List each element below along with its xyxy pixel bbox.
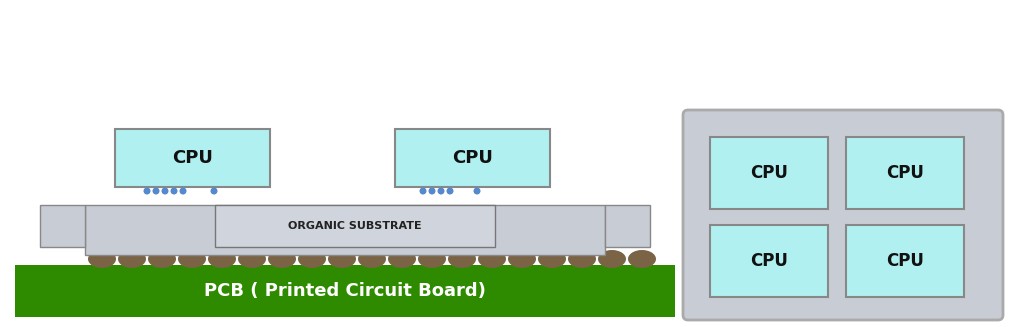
Text: CPU: CPU bbox=[750, 164, 787, 182]
FancyBboxPatch shape bbox=[85, 205, 605, 255]
FancyBboxPatch shape bbox=[15, 265, 675, 317]
FancyBboxPatch shape bbox=[710, 225, 828, 297]
Text: CPU: CPU bbox=[452, 149, 493, 167]
Ellipse shape bbox=[268, 250, 296, 268]
Ellipse shape bbox=[538, 250, 566, 268]
Ellipse shape bbox=[88, 250, 116, 268]
Circle shape bbox=[162, 187, 169, 195]
Ellipse shape bbox=[178, 250, 206, 268]
Ellipse shape bbox=[568, 250, 596, 268]
Circle shape bbox=[420, 187, 427, 195]
FancyBboxPatch shape bbox=[710, 137, 828, 209]
Ellipse shape bbox=[449, 250, 476, 268]
Circle shape bbox=[437, 187, 444, 195]
Ellipse shape bbox=[508, 250, 536, 268]
Text: ORGANIC SUBSTRATE: ORGANIC SUBSTRATE bbox=[288, 221, 422, 231]
FancyBboxPatch shape bbox=[605, 205, 650, 247]
Text: CPU: CPU bbox=[750, 252, 787, 270]
Circle shape bbox=[179, 187, 186, 195]
FancyBboxPatch shape bbox=[395, 129, 550, 187]
Text: CPU: CPU bbox=[172, 149, 213, 167]
Text: PCB ( Printed Circuit Board): PCB ( Printed Circuit Board) bbox=[204, 282, 486, 300]
FancyBboxPatch shape bbox=[846, 137, 964, 209]
Circle shape bbox=[143, 187, 151, 195]
Ellipse shape bbox=[358, 250, 386, 268]
Ellipse shape bbox=[238, 250, 266, 268]
Ellipse shape bbox=[478, 250, 506, 268]
Ellipse shape bbox=[298, 250, 326, 268]
FancyBboxPatch shape bbox=[115, 129, 270, 187]
FancyBboxPatch shape bbox=[40, 205, 85, 247]
FancyBboxPatch shape bbox=[683, 110, 1002, 320]
Ellipse shape bbox=[418, 250, 446, 268]
Ellipse shape bbox=[148, 250, 176, 268]
Circle shape bbox=[446, 187, 454, 195]
Circle shape bbox=[473, 187, 480, 195]
FancyBboxPatch shape bbox=[215, 205, 495, 247]
FancyBboxPatch shape bbox=[846, 225, 964, 297]
Ellipse shape bbox=[598, 250, 626, 268]
Circle shape bbox=[211, 187, 217, 195]
Ellipse shape bbox=[628, 250, 656, 268]
Circle shape bbox=[171, 187, 177, 195]
Circle shape bbox=[153, 187, 160, 195]
Ellipse shape bbox=[328, 250, 356, 268]
Ellipse shape bbox=[208, 250, 236, 268]
Text: CPU: CPU bbox=[886, 164, 924, 182]
Circle shape bbox=[428, 187, 435, 195]
Ellipse shape bbox=[118, 250, 146, 268]
Text: CPU: CPU bbox=[886, 252, 924, 270]
Ellipse shape bbox=[388, 250, 416, 268]
